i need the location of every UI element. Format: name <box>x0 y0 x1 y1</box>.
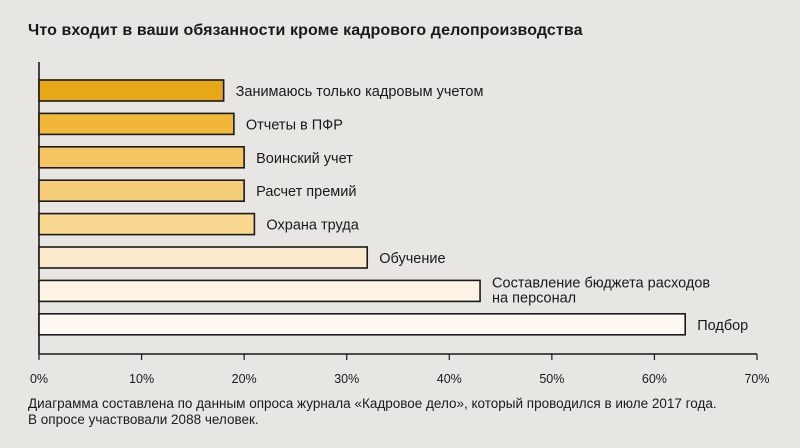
x-tick-label: 70% <box>744 372 769 386</box>
x-tick-label: 30% <box>334 372 359 386</box>
bar <box>38 179 245 202</box>
x-tick-label: 40% <box>437 372 462 386</box>
footnote-line-1: Диаграмма составлена по данным опроса жу… <box>28 396 717 411</box>
bar <box>38 79 225 102</box>
x-tick-label: 10% <box>129 372 154 386</box>
footnote-line-2: В опросе участвовали 2088 человек. <box>28 412 259 427</box>
x-tick-label: 0% <box>30 372 48 386</box>
category-label: Занимаюсь только кадровым учетом <box>236 84 484 100</box>
bar <box>38 212 256 236</box>
bar <box>38 112 235 136</box>
category-label: Обучение <box>379 251 445 267</box>
category-label: на персонал <box>492 290 576 306</box>
bar <box>38 246 369 269</box>
x-tick-label: 20% <box>232 372 257 386</box>
x-tick-label: 50% <box>539 372 564 386</box>
category-label: Воинский учет <box>256 151 353 167</box>
chart-title: Что входит в ваши обязанности кроме кадр… <box>28 22 583 39</box>
category-label: Подбор <box>697 318 748 334</box>
bar <box>38 279 481 303</box>
bar <box>38 312 687 336</box>
bar <box>38 146 245 169</box>
category-label: Расчет премий <box>256 184 356 200</box>
category-label: Отчеты в ПФР <box>246 117 343 133</box>
category-label: Составление бюджета расходов <box>492 275 710 291</box>
x-tick-label: 60% <box>642 372 667 386</box>
footnote: Диаграмма составлена по данным опроса жу… <box>28 396 717 428</box>
category-label: Охрана труда <box>266 218 359 234</box>
